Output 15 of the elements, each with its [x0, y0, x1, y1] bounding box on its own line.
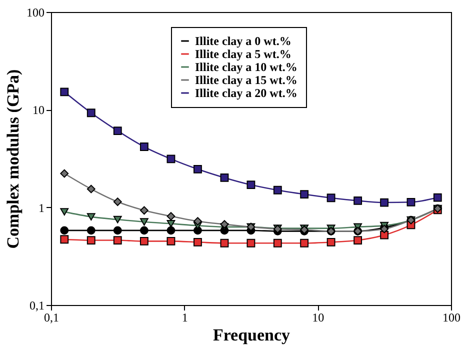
x-axis-title: Frequency: [212, 326, 291, 344]
y-tick-label: 0,1: [30, 298, 44, 312]
legend-label: Illite clay a 15 wt.%: [195, 73, 298, 87]
legend-label: Illite clay a 0 wt.%: [195, 34, 292, 48]
x-tick-label: 100: [442, 310, 460, 324]
legend-label: Illite clay a 10 wt.%: [195, 60, 298, 74]
x-tick-label: 1: [182, 310, 188, 324]
y-tick-label: 1: [38, 200, 44, 215]
y-tick-label: 10: [32, 103, 44, 118]
y-axis-title: Complex modulus (GPa): [4, 69, 22, 249]
legend-label: Illite clay a 5 wt.%: [195, 47, 292, 61]
x-tick-label: 0,1: [44, 310, 59, 324]
x-tick-label: 10: [312, 310, 324, 324]
legend-label: Illite clay a 20 wt.%: [195, 86, 298, 100]
y-tick-label: 100: [26, 6, 44, 20]
